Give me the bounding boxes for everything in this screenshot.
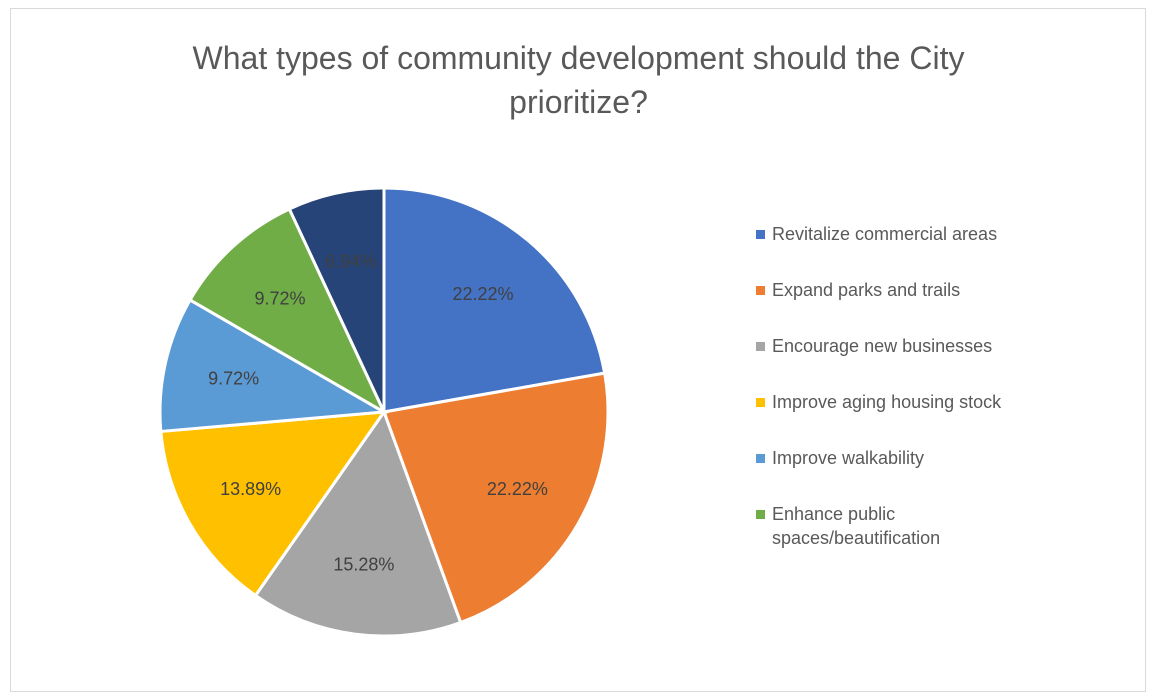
slice-data-label: 13.89% [220,479,281,499]
slice-data-label: 15.28% [333,555,394,575]
slice-data-label: 9.72% [254,288,305,308]
legend-item: Improve aging housing stock [756,390,1056,446]
legend-label: Enhance public spaces/beautification [772,504,941,548]
legend-item: Improve walkability [756,446,1056,502]
legend-label: Expand parks and trails [772,280,961,300]
legend-swatch [756,286,765,295]
slice-data-label: 22.22% [487,479,548,499]
chart-legend: Revitalize commercial areas Expand parks … [756,222,1056,558]
legend-swatch [756,342,765,351]
slice-data-label: 9.72% [208,369,259,389]
pie-slice [253,408,463,638]
legend-item: Enhance public spaces/beautification [756,502,1056,558]
pie-slice [187,206,388,416]
slice-data-label: 22.22% [452,284,513,304]
legend-swatch [756,510,765,519]
legend-swatch [756,398,765,407]
legend-label: Improve walkability [772,448,925,468]
slice-data-label: 6.94% [325,252,376,272]
chart-title: What types of community development shou… [0,36,1157,124]
legend-label: Encourage new businesses [772,336,993,356]
legend-swatch [756,230,765,239]
pie-slice [381,371,610,625]
legend-label: Revitalize commercial areas [772,224,998,244]
legend-item: Encourage new businesses [756,334,1056,390]
legend-item: Expand parks and trails [756,278,1056,334]
legend-swatch [756,454,765,463]
pie-slice [159,410,388,598]
legend-label: Improve aging housing stock [772,392,1002,412]
pie-slice [287,186,386,413]
pie-slice [158,297,389,434]
chart-title-text: What types of community development shou… [192,40,965,120]
pie-slice [382,186,607,414]
legend-item: Revitalize commercial areas [756,222,1056,278]
